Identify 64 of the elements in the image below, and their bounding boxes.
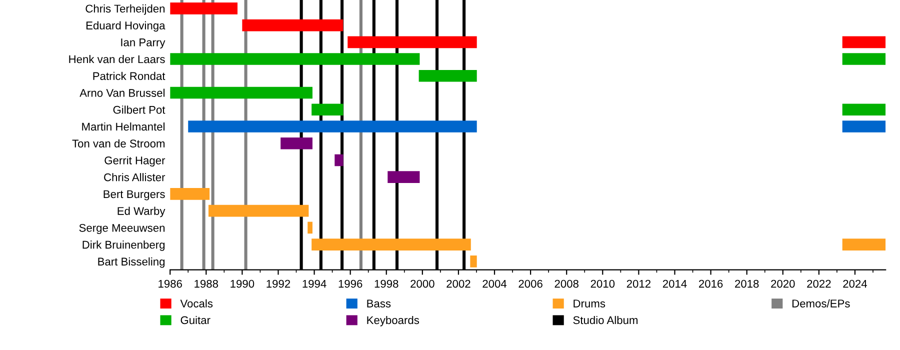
bar [842, 104, 886, 116]
y-tick-label: Serge Meeuwsen [79, 224, 165, 234]
legend-label: Drums [574, 300, 606, 308]
y-tick-label: Bart Bisseling [98, 257, 165, 268]
x-tick-label: 2016 [698, 280, 723, 288]
bar [312, 104, 344, 116]
x-tick-label: 2018 [735, 280, 759, 288]
y-tick-label: Dirk Bruinenberg [82, 240, 165, 251]
legend-label: Bass [367, 300, 391, 308]
y-tick-label: Chris Terheijden [86, 4, 165, 15]
y-tick-label: Gilbert Pot [113, 106, 166, 114]
bar [418, 70, 477, 82]
x-tick-label: 1986 [158, 280, 182, 288]
x-tick-label: 2014 [662, 280, 687, 288]
x-tick-label: 2010 [590, 280, 615, 288]
y-tick-label: Chris Allister [104, 173, 166, 182]
legend-label: Guitar [180, 316, 210, 324]
x-tick-label: 1992 [266, 280, 290, 288]
y-tick-label: Gerrit Hager [104, 156, 166, 167]
bar [308, 222, 312, 234]
bar [170, 86, 312, 99]
bar [312, 238, 471, 250]
x-tick-label: 1998 [374, 280, 398, 288]
x-tick-label: 2002 [446, 280, 470, 288]
x-tick-label: 2004 [482, 280, 507, 288]
x-tick-label: 2008 [554, 280, 578, 288]
x-tick-label: 1994 [302, 280, 326, 288]
bar [208, 204, 309, 217]
legend-label: Keyboards [367, 316, 420, 326]
y-tick-label: Henk van der Laars [69, 55, 165, 64]
x-tick-label: 1988 [194, 280, 218, 288]
bar [334, 154, 344, 166]
bar [280, 137, 312, 150]
y-tick-label: Martin Helmantel [82, 122, 164, 131]
y-tick-label: Ton van de Stroom [72, 139, 165, 148]
bar [170, 53, 420, 65]
y-tick-label: Ian Parry [121, 38, 166, 48]
x-tick-label: 2000 [410, 280, 434, 288]
bar [170, 2, 238, 14]
bar [188, 120, 477, 132]
x-tick-label: 2006 [518, 280, 542, 288]
legend-label: Demos/EPs [792, 299, 850, 308]
y-tick-label: Ed Warby [118, 206, 166, 218]
x-tick-label: 2012 [626, 280, 650, 288]
bar [842, 36, 886, 48]
y-tick-label: Arno Van Brussel [80, 88, 164, 97]
legend-label: Studio Album [573, 316, 638, 324]
legend-label: Vocals [180, 299, 213, 308]
x-tick-label: 1990 [230, 280, 254, 288]
bar [842, 120, 886, 132]
bar [470, 256, 477, 268]
bar [388, 171, 420, 183]
x-tick-label: 2020 [771, 280, 795, 288]
x-tick-label: 2022 [807, 280, 831, 288]
y-tick-label: Patrick Rondat [93, 72, 166, 80]
x-tick-label: 2024 [843, 280, 867, 288]
bar [842, 238, 886, 250]
bar [842, 53, 886, 65]
bar [242, 19, 344, 32]
y-tick-label: Eduard Hovinga [86, 21, 166, 32]
bar [170, 188, 210, 200]
x-tick-label: 1996 [338, 280, 362, 288]
y-tick-label: Bert Burgers [104, 190, 165, 200]
bar [348, 36, 477, 48]
